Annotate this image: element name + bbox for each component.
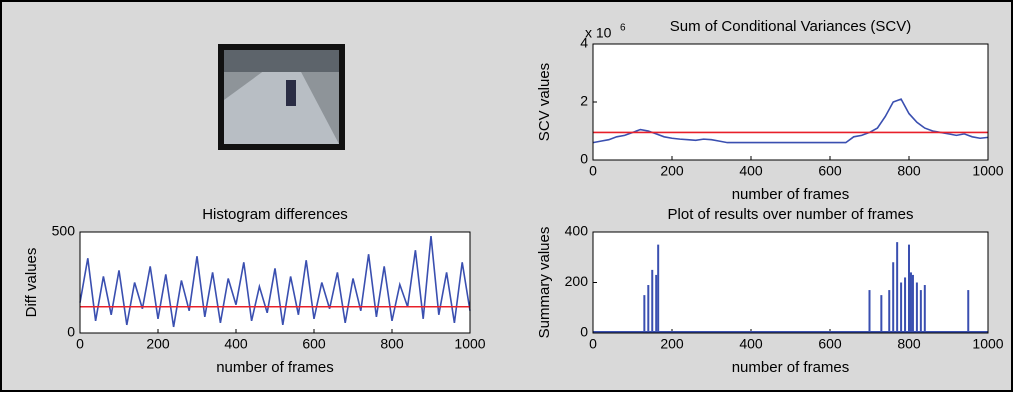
x-axis-label: number of frames <box>732 186 850 203</box>
video-thumbnail <box>218 44 345 150</box>
x-tick-label: 800 <box>897 163 921 179</box>
plot-area <box>80 232 470 333</box>
thumbnail-person <box>286 80 296 106</box>
x-axis-label: number of frames <box>216 359 334 376</box>
x-tick-label: 1000 <box>972 163 1003 179</box>
x-tick-label: 1000 <box>454 336 485 352</box>
y-tick-label: 500 <box>52 223 76 239</box>
y-tick-label: 200 <box>565 273 589 289</box>
y-tick-label: 400 <box>565 223 589 239</box>
x-tick-label: 800 <box>380 336 404 352</box>
x-tick-label: 600 <box>818 163 842 179</box>
chart-title: Sum of Conditional Variances (SCV) <box>670 18 912 35</box>
data-line <box>592 98 989 144</box>
plot-area <box>593 44 988 160</box>
y-multiplier-exponent: 6 <box>620 23 626 34</box>
plot-frame <box>592 231 989 334</box>
data-line <box>79 235 471 328</box>
x-tick-label: 200 <box>146 336 170 352</box>
x-tick-label: 0 <box>589 163 597 179</box>
y-multiplier: x 10 <box>585 25 612 41</box>
x-tick-label: 600 <box>302 336 326 352</box>
x-tick-label: 400 <box>739 336 763 352</box>
x-tick-label: 400 <box>224 336 248 352</box>
x-tick-label: 200 <box>660 163 684 179</box>
y-axis-label: Summary values <box>536 227 553 339</box>
chart-title: Histogram differences <box>202 206 348 223</box>
y-axis-label: Diff values <box>23 248 40 318</box>
x-axis-label: number of frames <box>732 359 850 376</box>
y-axis-label: SCV values <box>536 63 553 141</box>
x-tick-label: 200 <box>660 336 684 352</box>
chart-title: Plot of results over number of frames <box>668 206 914 223</box>
plot-frame <box>79 231 471 334</box>
y-tick-label: 0 <box>67 324 75 340</box>
x-tick-label: 800 <box>897 336 921 352</box>
y-tick-label: 4 <box>580 35 588 51</box>
x-tick-label: 600 <box>818 336 842 352</box>
y-tick-label: 0 <box>580 151 588 167</box>
x-tick-label: 0 <box>589 336 597 352</box>
thumbnail-ceiling <box>224 50 339 72</box>
y-tick-label: 0 <box>580 324 588 340</box>
x-tick-label: 1000 <box>972 336 1003 352</box>
thumbnail-floor <box>224 70 339 144</box>
x-tick-label: 0 <box>76 336 84 352</box>
y-tick-label: 2 <box>580 93 588 109</box>
x-tick-label: 400 <box>739 163 763 179</box>
plot-frame <box>592 43 989 161</box>
